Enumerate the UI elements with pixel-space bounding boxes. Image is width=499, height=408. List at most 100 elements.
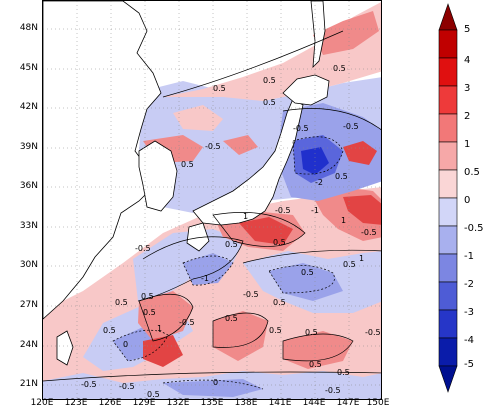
contour-label: 0.5 [147,390,160,399]
contour-label: 0.5 [141,292,154,301]
lon-label: 141E [268,398,292,408]
lat-label: 27N [19,300,38,310]
contour-label: -0.5 [205,142,221,151]
colorbar-max-arrow [438,3,458,31]
negative-anomaly-region [163,379,263,397]
positive-anomaly-region [163,2,381,101]
colorbar-label: -2 [464,279,474,290]
contour-label: 0.5 [335,172,348,181]
lon-label: 120E [30,398,54,408]
lat-label: 45N [19,63,38,73]
colorbar-min-arrow [438,365,458,393]
lon-label: 138E [234,398,258,408]
positive-anomaly-region [343,195,381,225]
positive-anomaly-region [239,217,293,245]
lat-label: 24N [19,340,38,350]
contour-label: 0.5 [181,160,194,169]
contour-label: 0.5 [225,314,238,323]
japan-kyushu [186,222,210,252]
contour-label: -0.5 [325,386,341,395]
colorbar-box [438,113,458,143]
colorbar [438,3,458,393]
colorbar-label: -4 [464,335,474,346]
contour-label: 0.5 [225,240,238,249]
lat-label: 39N [19,142,38,152]
lon-label: 147E [336,398,360,408]
contour-lines [43,30,381,382]
contour-label: -0.5 [365,328,381,337]
lon-label: 135E [200,398,224,408]
contour-label: 0.5 [273,298,286,307]
anomaly-map: 0.5 0.5 -0.5 0.5 0.5 -0.5 -0.5 0.5 0.5 1… [43,1,381,399]
contour-label: -1 [311,206,319,215]
colorbar-box [438,85,458,115]
japan-hokkaido [282,74,330,106]
colorbar-box [438,197,458,227]
contour-label: 0.5 [273,238,286,247]
contour-label: 0.5 [301,268,314,277]
positive-anomaly-region [143,335,183,367]
map-panel: 0.5 0.5 -0.5 0.5 0.5 -0.5 -0.5 0.5 0.5 1… [42,0,382,400]
colorbar-box [438,225,458,255]
positive-anomaly-region [313,11,379,55]
colorbar-label: 2 [464,111,471,122]
contour-label: 0 [213,378,218,387]
colorbar-box [438,141,458,171]
negative-anomaly-region [269,263,343,301]
colorbar-label: 4 [464,55,471,66]
contour-label: 0.5 [337,368,350,377]
contour-label: -0.5 [135,244,151,253]
lon-label: 150E [366,398,390,408]
contour-label: -0.5 [275,206,291,215]
contour-label: -0.5 [81,380,97,389]
contour-label: 0.5 [305,328,318,337]
contour-label: 0.5 [333,64,346,73]
colorbar-label: -0.5 [464,223,484,234]
contour-label: -1 [201,274,209,283]
lat-label: 36N [19,181,38,191]
colorbar-label: 0.5 [464,167,480,178]
contour-label: -0.5 [119,382,135,391]
colorbar-label: 3 [464,83,471,94]
colorbar-label: -1 [464,251,474,262]
contour-label: 1 [359,254,364,263]
contour-label: 0 [123,340,128,349]
colorbar-label: 0 [464,195,471,206]
contour-label: 0.5 [269,326,282,335]
contour-label: -0.5 [179,318,195,327]
lon-label: 132E [166,398,190,408]
colorbar-box [438,169,458,199]
colorbar-label: 1 [464,139,471,150]
contour-label: 0.5 [103,326,116,335]
colorbar-label: 5 [464,24,471,35]
lat-label: 33N [19,221,38,231]
negative-anomaly-region [183,253,233,285]
lon-label: 129E [132,398,156,408]
contour-label: -0.5 [361,228,377,237]
colorbar-box [438,281,458,311]
colorbar-boxes [438,3,458,393]
contour-label: 1 [341,216,346,225]
lat-label: 48N [19,23,38,33]
positive-anomaly-region [173,105,223,131]
contour-label: -0.5 [293,124,309,133]
positive-anomaly-region [223,135,258,155]
colorbar-box [438,253,458,283]
colorbar-box [438,57,458,87]
contour-label: 0.5 [115,298,128,307]
positive-anomaly-region [213,311,268,361]
colorbar-label: -5 [464,359,474,370]
contour-label: 0.5 [143,308,156,317]
lat-label: 42N [19,102,38,112]
contour-label: -0.5 [243,290,259,299]
contour-label: 0.5 [263,76,276,85]
korea-peninsula [138,140,178,212]
colorbar-box [438,337,458,367]
contour-label-group: 0.5 0.5 -0.5 0.5 0.5 -0.5 -0.5 0.5 0.5 1… [81,64,381,399]
lon-label: 123E [64,398,88,408]
positive-anomaly-region [343,141,377,165]
colorbar-box [438,309,458,339]
contour-label: 1 [157,324,162,333]
colorbar-box [438,29,458,59]
graticule [43,1,381,399]
